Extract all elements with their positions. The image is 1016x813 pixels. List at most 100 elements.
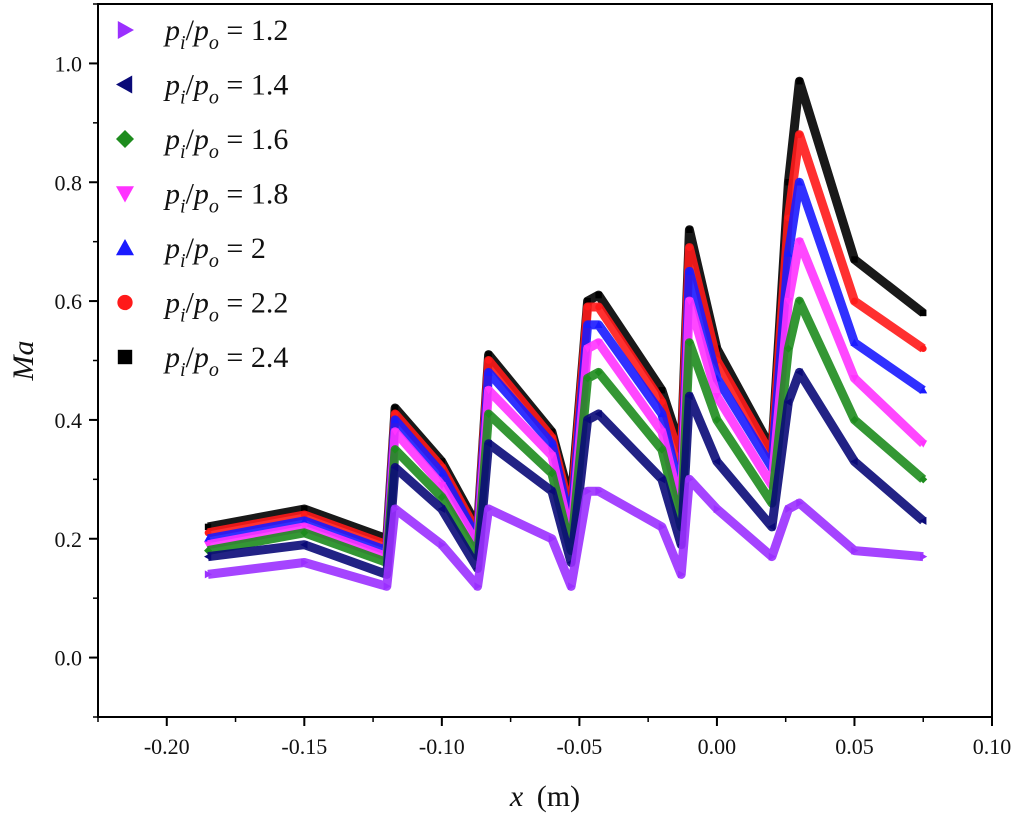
data-point — [391, 445, 400, 454]
plot-area — [204, 76, 928, 591]
data-point — [919, 440, 928, 448]
data-point — [595, 303, 603, 311]
x-tick-label: -0.05 — [556, 734, 602, 759]
data-point — [484, 439, 492, 448]
x-axis-variable: x — [509, 780, 524, 813]
legend-item: pi/po = 1.8 — [116, 178, 288, 218]
data-point — [658, 522, 666, 531]
data-point — [300, 540, 308, 549]
legend-label: pi/po = 2.4 — [163, 341, 288, 381]
legend-label: pi/po = 2 — [163, 232, 266, 272]
x-axis-title: x (m) — [509, 780, 580, 813]
y-tick-label: 0.0 — [55, 646, 83, 671]
legend: pi/po = 1.2 pi/po = 1.4 pi/po = 1.6 pi/po =… — [116, 14, 288, 381]
legend-label: pi/po = 1.8 — [163, 178, 288, 218]
data-point — [795, 238, 804, 246]
data-point — [485, 505, 493, 514]
data-point — [484, 368, 493, 376]
data-point — [677, 570, 686, 579]
data-point — [712, 415, 721, 424]
data-point — [437, 505, 446, 514]
data-point — [920, 309, 927, 317]
legend-item: pi/po = 2 — [116, 232, 266, 272]
x-axis: -0.20 -0.15 -0.10 -0.05 0.00 0.05 0.10 — [97, 717, 1012, 759]
data-point — [767, 522, 776, 531]
y-axis: 0.0 0.2 0.4 0.6 0.8 1.0 — [55, 3, 98, 718]
data-point — [919, 345, 927, 353]
data-point — [795, 178, 804, 186]
data-point — [547, 469, 556, 478]
data-point — [850, 415, 859, 424]
data-point — [391, 505, 400, 514]
data-point — [583, 415, 591, 424]
data-point — [391, 428, 400, 436]
series-line — [207, 177, 926, 556]
x-tick-label: -0.10 — [419, 734, 465, 759]
data-point — [685, 297, 694, 306]
y-tick-label: 1.0 — [55, 51, 83, 76]
data-point — [584, 297, 591, 305]
x-tick-label: 0.00 — [698, 734, 737, 759]
data-point — [584, 303, 592, 311]
data-point — [768, 552, 776, 561]
series-line — [207, 474, 924, 591]
series-line — [207, 367, 927, 579]
data-point — [594, 339, 603, 347]
data-point — [583, 345, 592, 353]
series-1.2 — [204, 474, 928, 591]
data-point — [850, 338, 859, 346]
legend-label: pi/po = 1.4 — [163, 69, 288, 109]
data-point — [300, 516, 309, 525]
data-point — [686, 226, 693, 233]
data-point — [784, 297, 793, 306]
legend-label: pi/po = 2.2 — [163, 287, 288, 327]
y-tick-label: 0.2 — [55, 527, 83, 552]
x-tick-label: 0.05 — [835, 734, 874, 759]
data-point — [204, 570, 213, 579]
data-point — [204, 541, 213, 549]
data-point — [594, 320, 603, 329]
data-point — [657, 445, 666, 454]
x-tick-label: -0.20 — [144, 734, 190, 759]
legend-item: pi/po = 2.4 — [117, 341, 288, 381]
series-line — [207, 76, 926, 544]
data-point — [595, 487, 603, 496]
data-point — [850, 375, 859, 383]
data-point — [795, 368, 803, 377]
data-point — [685, 338, 694, 347]
x-tick-label: -0.15 — [281, 734, 327, 759]
data-point — [567, 582, 576, 591]
y-tick-label: 0.8 — [55, 170, 83, 195]
data-point — [485, 357, 493, 364]
x-tick-label: 0.10 — [973, 734, 1012, 759]
data-point — [657, 409, 666, 418]
data-point — [300, 528, 309, 537]
data-point — [784, 344, 793, 353]
y-tick-label: 0.4 — [55, 408, 83, 433]
data-point — [474, 582, 482, 591]
data-point — [919, 386, 928, 394]
data-point — [583, 374, 592, 383]
data-point — [712, 457, 721, 466]
data-point — [547, 452, 556, 460]
data-point — [204, 523, 212, 531]
y-tick-label: 0.6 — [55, 289, 83, 314]
data-point — [583, 320, 592, 329]
data-point — [785, 505, 793, 514]
legend-marker — [116, 186, 134, 203]
data-point — [658, 387, 666, 394]
data-point — [301, 558, 309, 567]
data-point — [548, 534, 556, 543]
y-axis-title: Ma — [7, 341, 40, 382]
data-point — [796, 499, 804, 508]
data-point — [850, 457, 858, 466]
data-point — [391, 404, 399, 412]
data-point — [657, 475, 666, 484]
data-point — [796, 131, 803, 139]
data-point — [594, 368, 603, 377]
data-point — [919, 516, 927, 525]
data-point — [438, 540, 446, 549]
legend-item: pi/po = 2.2 — [117, 287, 288, 327]
series-line — [207, 237, 927, 562]
legend-marker — [117, 21, 134, 39]
